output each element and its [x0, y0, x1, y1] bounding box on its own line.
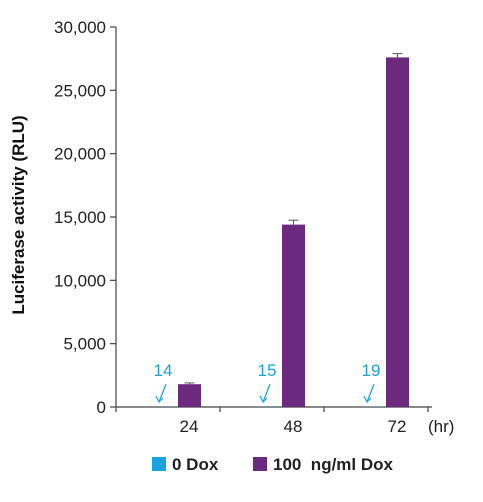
bars [154, 53, 409, 408]
annotation-arrowhead [155, 395, 164, 404]
legend-swatch [253, 457, 267, 471]
value-label-0-dox: 19 [362, 361, 381, 380]
y-tick-label: 25,000 [54, 81, 106, 100]
x-tick-label: 24 [180, 417, 199, 436]
legend-label: 100 ng/ml Dox [273, 455, 394, 474]
x-tick-label: 72 [388, 417, 407, 436]
x-tick-label: 48 [284, 417, 303, 436]
x-axis-unit: (hr) [428, 417, 454, 436]
y-axis-title: Luciferase activity (RLU) [9, 115, 28, 314]
annotation-arrowhead [363, 395, 372, 404]
bar-100-dox [178, 384, 201, 407]
x-axis: 24 48 72 [115, 406, 432, 436]
y-tick-label: 5,000 [63, 335, 106, 354]
annotations: 14 15 19 [154, 361, 381, 404]
annotation-arrowhead [259, 395, 268, 404]
legend-label: 0 Dox [172, 455, 219, 474]
bar-100-dox [282, 224, 305, 407]
y-tick-label: 0 [97, 398, 106, 417]
annotation-arrow [366, 383, 375, 403]
legend-swatch [152, 457, 166, 471]
annotation-arrow [158, 383, 167, 403]
annotation-arrow [262, 383, 271, 403]
value-label-0-dox: 15 [258, 361, 277, 380]
y-tick-label: 15,000 [54, 208, 106, 227]
y-tick-label: 30,000 [54, 18, 106, 37]
y-tick-label: 10,000 [54, 271, 106, 290]
bar-100-dox [386, 57, 409, 408]
value-label-0-dox: 14 [154, 361, 173, 380]
y-tick-label: 20,000 [54, 145, 106, 164]
y-axis: 0 5,000 10,000 15,000 20,000 25,000 30,000 [54, 18, 117, 417]
legend: 0 Dox 100 ng/ml Dox [152, 455, 394, 474]
